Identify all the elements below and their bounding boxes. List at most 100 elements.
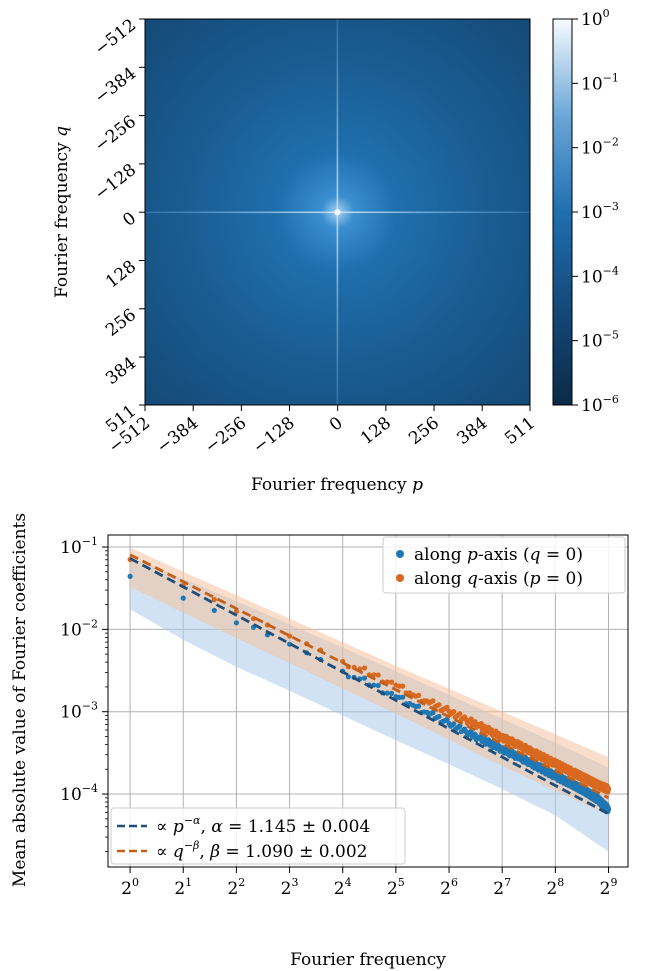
heatmap-x-tick-label: −128 [249, 413, 298, 458]
legend-fits: ∝ p−α, α = 1.145 ± 0.004 ∝ q−β, β = 1.09… [110, 807, 406, 865]
point-p [361, 675, 368, 681]
point-q [444, 704, 450, 711]
point-q [361, 665, 368, 671]
heatmap-y-tick-label: 256 [102, 305, 140, 341]
point-p [436, 713, 442, 720]
point-p [384, 690, 390, 696]
heatmap-center-peak [334, 209, 341, 216]
heatmap-y-tick-label: −128 [91, 160, 140, 205]
spectrum-xlabel: Fourier frequency [290, 950, 446, 970]
legend-p-label: along p-axis (q = 0) [414, 545, 583, 565]
colorbar-tick-label: 100 [581, 7, 610, 30]
x-tick-label: 28 [546, 876, 564, 899]
legend-data: along p-axis (q = 0) along q-axis (p = 0… [382, 536, 626, 594]
point-p [444, 716, 450, 723]
fit-line-q [129, 553, 610, 800]
heatmap-y-tick-label: 128 [102, 257, 140, 293]
spectrum-ylabel: Mean absolute value of Fourier coefficie… [10, 513, 30, 887]
legend-q-label: along q-axis (p = 0) [414, 569, 583, 589]
colorbar-tick-label: 10−4 [581, 264, 619, 287]
heatmap-xlabel-var: p [412, 475, 423, 495]
point-p [451, 721, 457, 727]
heatmap-x-tick-label: 511 [501, 413, 539, 449]
heatmap-ylabel: Fourier frequency q [52, 126, 72, 298]
x-tick-label: 27 [493, 876, 511, 899]
point-p [472, 731, 478, 737]
heatmap-x-ticks: −512 −384 −256 −128 0 128 256 384 511 [105, 405, 539, 458]
x-tick-label: 25 [387, 876, 405, 899]
point-q [472, 719, 478, 725]
legend-p-marker [396, 550, 404, 558]
x-tick-label: 21 [174, 876, 192, 899]
point-q [375, 672, 381, 678]
point-p [127, 573, 133, 580]
x-axis-ticks: 20 21 22 23 24 25 26 27 28 29 [121, 867, 617, 899]
legend-q-marker [396, 574, 404, 582]
colorbar-tick-label: 10−1 [581, 71, 619, 94]
x-tick-label: 24 [334, 876, 352, 899]
point-q [457, 711, 463, 717]
point-q [287, 633, 293, 639]
colorbar: 100 10−1 10−2 10−3 10−4 10−5 10−6 [552, 7, 619, 416]
point-q [430, 698, 436, 704]
point-q [388, 679, 395, 685]
point-q [451, 709, 457, 715]
point-p [462, 726, 468, 732]
point-p [375, 682, 381, 689]
x-tick-label: 23 [281, 876, 299, 899]
legend-data-box [382, 536, 626, 594]
point-q [400, 683, 406, 689]
point-p [416, 703, 422, 709]
point-p [400, 694, 406, 700]
legend-fit-q-label: ∝ q−β, β = 1.090 ± 0.002 [156, 839, 367, 862]
plot-frame [107, 534, 629, 868]
heatmap-ylabel-text: Fourier frequency [52, 142, 72, 298]
heatmap-y-tick-label: 0 [119, 208, 140, 230]
colorbar-ticks: 100 10−1 10−2 10−3 10−4 10−5 10−6 [572, 7, 619, 416]
colorbar-tick-label: 10−2 [581, 136, 619, 159]
y-tick-label: 10−2 [60, 617, 98, 640]
heatmap-x-tick-label: 256 [405, 413, 443, 449]
point-q [250, 616, 257, 622]
x-tick-label: 29 [600, 876, 618, 899]
heatmap-x-tick-label: −256 [201, 413, 250, 458]
fit-line-p [129, 557, 610, 816]
colorbar-tick-label: 10−3 [581, 200, 619, 223]
heatmap-xlabel-text: Fourier frequency [251, 475, 407, 495]
point-p [496, 743, 502, 749]
heatmap-y-tick-label: −512 [91, 15, 140, 60]
fit-lines [129, 553, 610, 816]
heatmap-panel: −512 −384 −256 −128 0 128 256 384 511 −512−384−2… [52, 15, 539, 495]
heatmap-x-tick-label: 0 [326, 413, 347, 435]
point-q [436, 702, 442, 708]
x-tick-label: 20 [121, 876, 139, 899]
x-tick-label: 22 [227, 876, 245, 899]
point-p [388, 690, 395, 697]
point-q [496, 731, 502, 737]
point-q [468, 716, 474, 722]
y-tick-label: 10−1 [60, 535, 98, 558]
point-q [462, 714, 468, 720]
point-p [180, 595, 186, 601]
point-p [421, 709, 427, 715]
point-q [416, 692, 422, 699]
legend-fit-p-label: ∝ p−α, α = 1.145 ± 0.004 [156, 814, 370, 837]
heatmap-y-tick-label: −384 [91, 63, 140, 108]
colorbar-tick-label: 10−5 [581, 329, 619, 352]
spectrum-panel: 20 21 22 23 24 25 26 27 28 29 10−1 10−2 10−3 10−4 Fo… [10, 513, 629, 970]
y-axis-ticks: 10−1 10−2 10−3 10−4 [60, 535, 108, 852]
y-tick-label: 10−4 [60, 782, 98, 805]
point-q [407, 690, 413, 696]
legend-fits-box [110, 807, 406, 865]
point-p [233, 620, 239, 626]
x-tick-label: 26 [440, 876, 458, 899]
point-q [371, 672, 377, 678]
heatmap-x-tick-label: 384 [453, 413, 491, 449]
point-q [605, 785, 611, 791]
colorbar-gradient [552, 18, 573, 406]
heatmap-x-tick-label: −384 [153, 413, 202, 458]
point-p [430, 709, 436, 716]
heatmap-ylabel-var: q [52, 126, 72, 137]
